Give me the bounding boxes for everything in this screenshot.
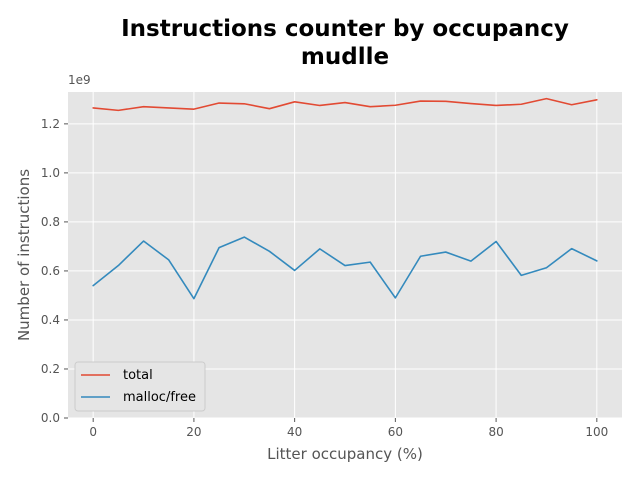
- y-tick-label: 0.4: [41, 313, 60, 327]
- chart-title-line-2: mudlle: [301, 44, 389, 70]
- y-axis-label: Number of instructions: [15, 169, 33, 341]
- y-tick-label: 1.0: [41, 166, 60, 180]
- series-line-total: [92, 97, 598, 112]
- x-tick-label: 0: [89, 425, 97, 439]
- y-offset-label: 1e9: [68, 73, 91, 87]
- x-tick-label: 80: [488, 425, 503, 439]
- x-tick-label: 60: [388, 425, 403, 439]
- y-ticks: 0.0 0.2 0.4 0.6 0.8 1.0 1.2: [41, 117, 68, 425]
- x-tick-label: 20: [186, 425, 201, 439]
- series-layer: [92, 97, 598, 300]
- legend: total malloc/free: [74, 361, 206, 412]
- y-tick-label: 0.6: [41, 264, 60, 278]
- y-tick-label: 0.8: [41, 215, 60, 229]
- chart-title-line-1: Instructions counter by occupancy: [121, 16, 569, 42]
- x-ticks: 0 20 40 60 80 100: [89, 418, 608, 439]
- series-line-malloc-free: [92, 236, 598, 300]
- y-tick-label: 0.0: [41, 411, 60, 425]
- x-tick-label: 40: [287, 425, 302, 439]
- y-tick-label: 0.2: [41, 362, 60, 376]
- legend-label-malloc-free: malloc/free: [123, 390, 196, 405]
- y-tick-label: 1.2: [41, 117, 60, 131]
- x-axis-label: Litter occupancy (%): [267, 445, 423, 463]
- legend-label-total: total: [123, 368, 153, 383]
- x-tick-label: 100: [585, 425, 608, 439]
